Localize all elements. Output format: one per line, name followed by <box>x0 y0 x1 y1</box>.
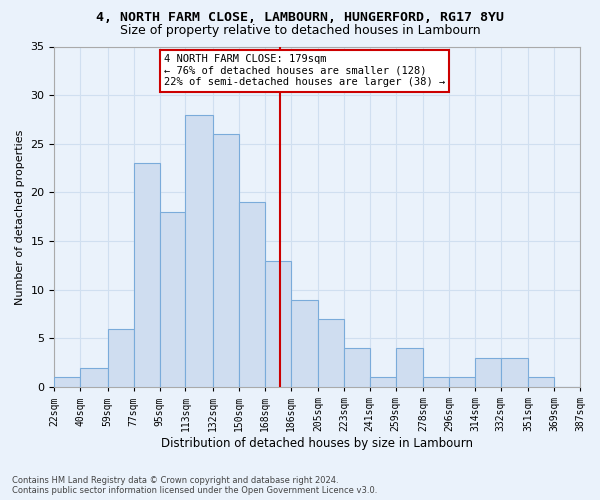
Text: Size of property relative to detached houses in Lambourn: Size of property relative to detached ho… <box>119 24 481 37</box>
Bar <box>449 378 475 387</box>
Bar <box>528 378 554 387</box>
Bar <box>160 212 185 387</box>
Bar <box>395 348 423 387</box>
Bar <box>290 300 318 387</box>
Bar <box>344 348 370 387</box>
Bar <box>370 378 395 387</box>
Bar <box>80 368 107 387</box>
Y-axis label: Number of detached properties: Number of detached properties <box>15 129 25 304</box>
Bar <box>134 164 160 387</box>
X-axis label: Distribution of detached houses by size in Lambourn: Distribution of detached houses by size … <box>161 437 473 450</box>
Bar <box>475 358 501 387</box>
Text: 4, NORTH FARM CLOSE, LAMBOURN, HUNGERFORD, RG17 8YU: 4, NORTH FARM CLOSE, LAMBOURN, HUNGERFOR… <box>96 11 504 24</box>
Text: Contains HM Land Registry data © Crown copyright and database right 2024.
Contai: Contains HM Land Registry data © Crown c… <box>12 476 377 495</box>
Bar <box>239 202 265 387</box>
Bar <box>318 319 344 387</box>
Text: 4 NORTH FARM CLOSE: 179sqm
← 76% of detached houses are smaller (128)
22% of sem: 4 NORTH FARM CLOSE: 179sqm ← 76% of deta… <box>164 54 445 88</box>
Bar <box>501 358 528 387</box>
Bar <box>213 134 239 387</box>
Bar <box>265 260 290 387</box>
Bar <box>423 378 449 387</box>
Bar <box>185 114 213 387</box>
Bar <box>107 329 134 387</box>
Bar <box>55 378 80 387</box>
